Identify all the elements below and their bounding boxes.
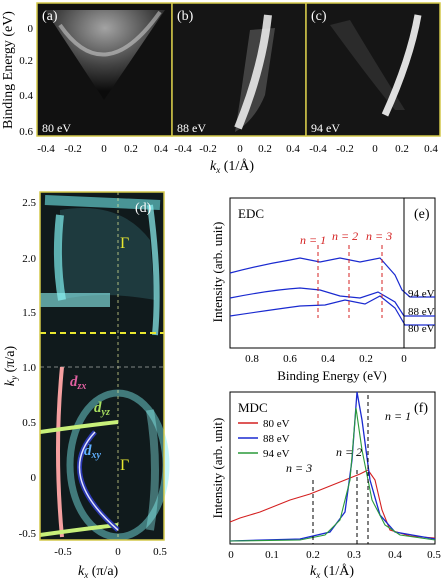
- top-x-tick: -0.2: [336, 143, 353, 155]
- panel-d-y-ticks: 2.5 2.0 1.5 1.0 0.5 0 -0.5: [19, 197, 37, 540]
- e-x-tick: 0: [401, 353, 407, 365]
- d-y-tick: -0.5: [19, 528, 37, 540]
- orbital-label-dxy: dxy: [84, 443, 102, 461]
- top-x-ticks: -0.4 -0.2 0 0.2 0.4 -0.4 -0.2 0 0.2 0.4 …: [37, 143, 438, 155]
- e-peak-label: n = 2: [332, 229, 358, 243]
- e-x-tick: 0.8: [245, 353, 259, 365]
- panel-d-x-axis-label: kx (π/a): [78, 564, 119, 580]
- top-x-tick: 0.2: [258, 143, 272, 155]
- panel-a-energy: 80 eV: [42, 121, 71, 135]
- panel-b-energy: 88 eV: [177, 121, 206, 135]
- d-x-tick: -0.5: [54, 546, 72, 558]
- e-peak-label: n = 1: [300, 233, 326, 247]
- top-y-ticks: 0 0.2 0.4 0.6: [19, 23, 33, 138]
- top-x-tick: 0: [101, 143, 107, 155]
- panel-c: (c) 94 eV: [305, 2, 441, 137]
- f-x-tick: 0.4: [388, 549, 402, 561]
- edc-curve-88: [229, 287, 435, 317]
- top-x-tick: 0.4: [154, 143, 168, 155]
- panel-a: (a) 80 eV: [36, 2, 173, 137]
- top-x-tick: 0: [372, 143, 378, 155]
- legend-label: 80 eV: [263, 418, 290, 430]
- d-y-tick: 2.5: [22, 197, 36, 209]
- f-peak-label: n = 3: [286, 461, 312, 475]
- edc-curve-label: 94 eV: [408, 288, 435, 300]
- panel-f-x-ticks: 0 0.1 0.2 0.3 0.4 0.5: [228, 549, 441, 561]
- panel-c-letter: (c): [311, 9, 327, 24]
- top-x-tick: 0.4: [286, 143, 300, 155]
- panel-e-letter: (e): [414, 207, 430, 222]
- top-x-tick: 0: [237, 143, 243, 155]
- panel-b: (b) 88 eV: [171, 2, 307, 137]
- f-x-tick: 0.1: [265, 549, 279, 561]
- top-y-tick: 0.2: [19, 55, 33, 67]
- d-y-tick: 0.5: [22, 417, 36, 429]
- panel-e-x-ticks: 0.8 0.6 0.4 0.2 0: [245, 353, 407, 365]
- panel-b-letter: (b): [177, 9, 194, 24]
- top-y-tick: 0.6: [19, 126, 33, 138]
- edc-curve-80: [229, 295, 435, 326]
- top-x-tick: 0.4: [424, 143, 438, 155]
- panel-f-letter: (f): [414, 401, 428, 416]
- panel-e: EDC (e) n = 1 n = 2 n = 3 94 eV 88 eV 80…: [229, 197, 436, 349]
- e-x-tick: 0.6: [283, 353, 297, 365]
- panel-d-x-ticks: -0.5 0 0.5: [54, 546, 167, 558]
- panel-e-x-axis-label: Binding Energy (eV): [277, 368, 387, 383]
- d-y-tick: 1.0: [22, 362, 36, 374]
- d-y-tick: 1.5: [22, 307, 36, 319]
- e-peak-label: n = 3: [366, 229, 392, 243]
- legend-label: 88 eV: [263, 433, 290, 445]
- top-y-tick: 0: [28, 23, 34, 35]
- panel-f: MDC (f) 80 eV 88 eV 94 eV n = 1 n = 2 n …: [229, 391, 436, 545]
- panel-a-letter: (a): [42, 9, 58, 24]
- mdc-curve-94: [229, 407, 436, 542]
- top-y-axis-label: Binding Energy (eV): [1, 11, 16, 129]
- top-x-tick: -0.2: [199, 143, 216, 155]
- mdc-curve-80: [229, 469, 436, 539]
- top-x-tick: -0.4: [309, 143, 327, 155]
- top-x-tick: -0.4: [174, 143, 192, 155]
- panel-e-y-axis-label: Intensity (arb. unit): [210, 222, 225, 323]
- panel-f-x-axis-label: kx (1/Å): [310, 563, 354, 580]
- top-x-tick: 0.2: [395, 143, 409, 155]
- panel-c-energy: 94 eV: [311, 121, 340, 135]
- panel-d: (d) Γ Γ dzx dyz dxy: [39, 191, 170, 541]
- panel-e-title: EDC: [238, 206, 264, 221]
- gamma-lower: Γ: [120, 457, 129, 474]
- top-x-axis-label: kx (1/Å): [210, 158, 254, 175]
- gamma-upper: Γ: [120, 235, 129, 252]
- top-y-tick: 0.4: [19, 90, 33, 102]
- d-x-tick: 0: [115, 546, 121, 558]
- d-y-tick: 0: [31, 472, 37, 484]
- top-x-tick: -0.4: [37, 143, 55, 155]
- panel-f-title: MDC: [238, 400, 268, 415]
- panel-f-y-axis-label: Intensity (arb. unit): [210, 418, 225, 519]
- f-x-tick: 0.5: [427, 549, 441, 561]
- edc-curve-94: [229, 257, 435, 298]
- f-x-tick: 0.3: [347, 549, 361, 561]
- mdc-curve-88: [229, 391, 436, 542]
- panel-d-letter: (d): [135, 201, 152, 216]
- orbital-label-dyz: dyz: [94, 400, 110, 418]
- edc-curve-label: 80 eV: [408, 323, 435, 335]
- top-x-tick: 0.2: [124, 143, 138, 155]
- f-x-tick: 0.2: [306, 549, 320, 561]
- f-peak-label: n = 1: [385, 409, 411, 423]
- e-x-tick: 0.4: [321, 353, 335, 365]
- d-x-tick: 0.5: [153, 546, 167, 558]
- e-x-tick: 0.2: [359, 353, 373, 365]
- legend-label: 94 eV: [263, 448, 290, 460]
- panel-d-y-axis-label: ky (π/a): [3, 346, 19, 387]
- f-peak-label: n = 2: [336, 445, 362, 459]
- edc-curve-label: 88 eV: [408, 306, 435, 318]
- orbital-label-dzx: dzx: [70, 374, 86, 392]
- d-y-tick: 2.0: [22, 253, 36, 265]
- f-x-tick: 0: [228, 549, 234, 561]
- top-x-tick: -0.2: [64, 143, 81, 155]
